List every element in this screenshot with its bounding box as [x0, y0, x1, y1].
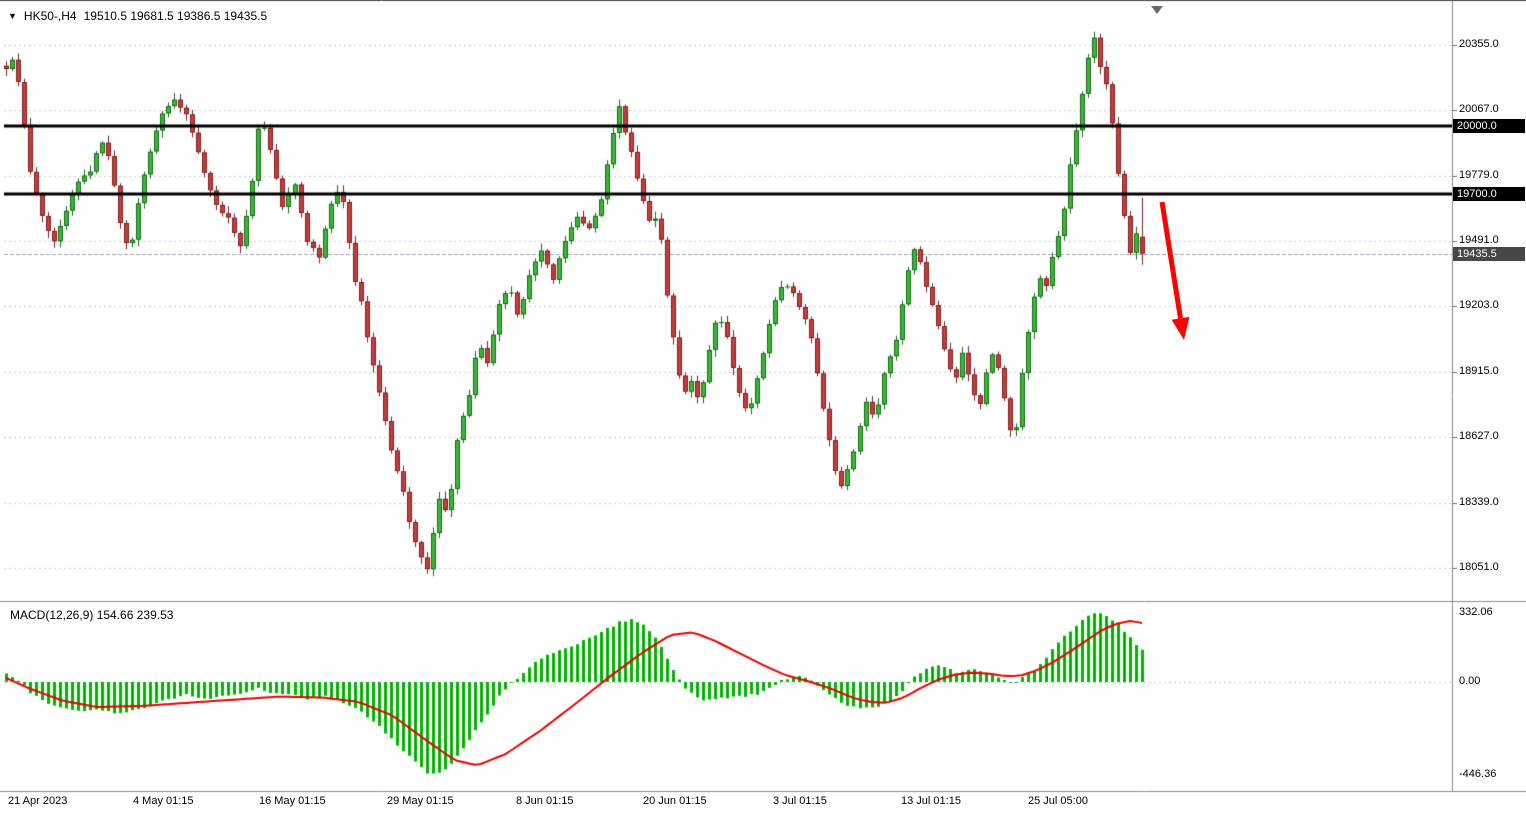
macd-indicator-label: MACD(12,26,9) 154.66 239.53 [10, 608, 174, 622]
macd-axis-label: 332.06 [1459, 606, 1493, 618]
price-axis-label: 18339.0 [1459, 496, 1499, 508]
price-axis-label: 18915.0 [1459, 365, 1499, 377]
price-axis-label: 19491.0 [1459, 234, 1499, 246]
time-axis-label: 4 May 01:15 [133, 795, 194, 807]
price-axis-label: 20067.0 [1459, 103, 1499, 115]
price-axis-label: 20355.0 [1459, 38, 1499, 50]
symbol-period-label: HK50-,H4 [23, 9, 77, 23]
time-axis-label: 29 May 01:15 [387, 795, 454, 807]
ohlc-values: 19510.5 19681.5 19386.5 19435.5 [83, 9, 268, 23]
macd-axis-label: -446.36 [1459, 768, 1497, 780]
chart-header: ▼ HK50-,H4 19510.5 19681.5 19386.5 19435… [8, 9, 267, 23]
chevron-down-icon[interactable]: ▼ [8, 11, 17, 21]
level-price-tag[interactable]: 20000.0 [1453, 119, 1525, 133]
level-price-tag[interactable]: 19700.0 [1453, 187, 1525, 201]
price-axis-label: 18051.0 [1459, 561, 1499, 573]
price-axis-label: 19779.0 [1459, 169, 1499, 181]
time-axis-label: 16 May 01:15 [259, 795, 326, 807]
time-axis-label: 8 Jun 01:15 [516, 795, 574, 807]
price-axis-label: 19203.0 [1459, 299, 1499, 311]
time-axis-label: 3 Jul 01:15 [773, 795, 827, 807]
time-axis-label: 25 Jul 05:00 [1028, 795, 1088, 807]
price-axis-label: 18627.0 [1459, 430, 1499, 442]
time-axis-label: 13 Jul 01:15 [901, 795, 961, 807]
current-price-tag: 19435.5 [1453, 247, 1525, 261]
chart-shift-marker-icon [1151, 6, 1163, 14]
time-axis-label: 20 Jun 01:15 [643, 795, 707, 807]
time-axis-label: 21 Apr 2023 [8, 795, 68, 807]
macd-axis-label: 0.00 [1459, 675, 1481, 687]
